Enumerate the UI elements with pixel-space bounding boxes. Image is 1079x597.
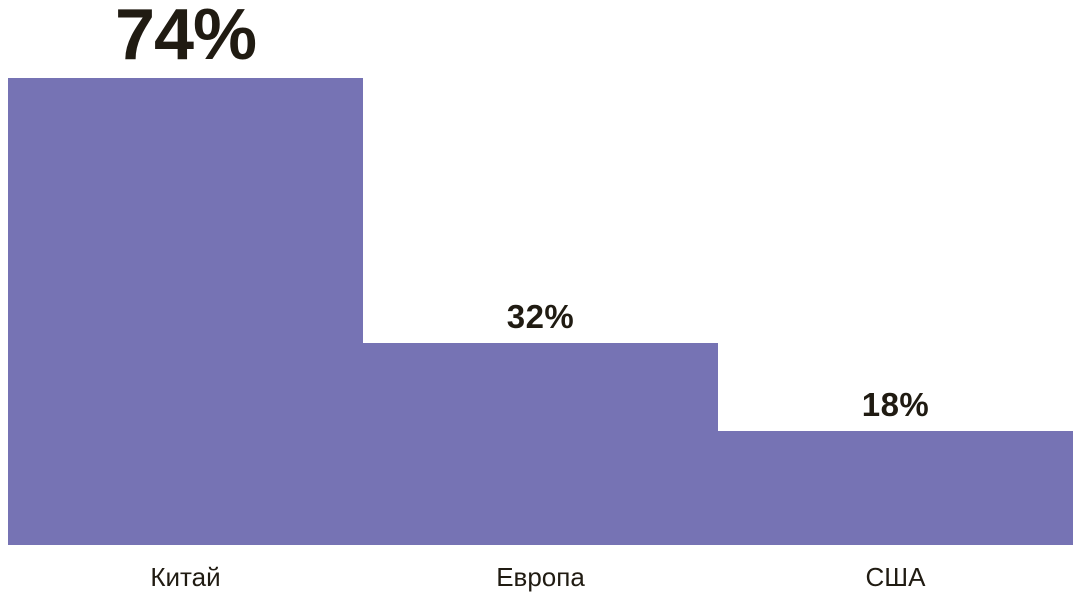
category-label-china: Китай [150,562,221,592]
value-label-usa: 18% [861,386,930,423]
bar-column-europe: 32% [363,300,718,545]
value-label-europe: 32% [506,298,575,335]
bar-column-usa: 18% [718,388,1073,545]
category-axis: Китай Европа США [0,562,1079,593]
category-label-europe: Европа [496,562,585,592]
bar-usa [718,431,1073,545]
bar-column-china: 74% [8,0,363,545]
bar-china [8,78,363,545]
category-label-usa: США [865,562,926,592]
bar-europe [363,343,718,545]
plot-area: 74% 32% 18% [8,0,1073,545]
value-label-china: 74% [114,0,257,75]
